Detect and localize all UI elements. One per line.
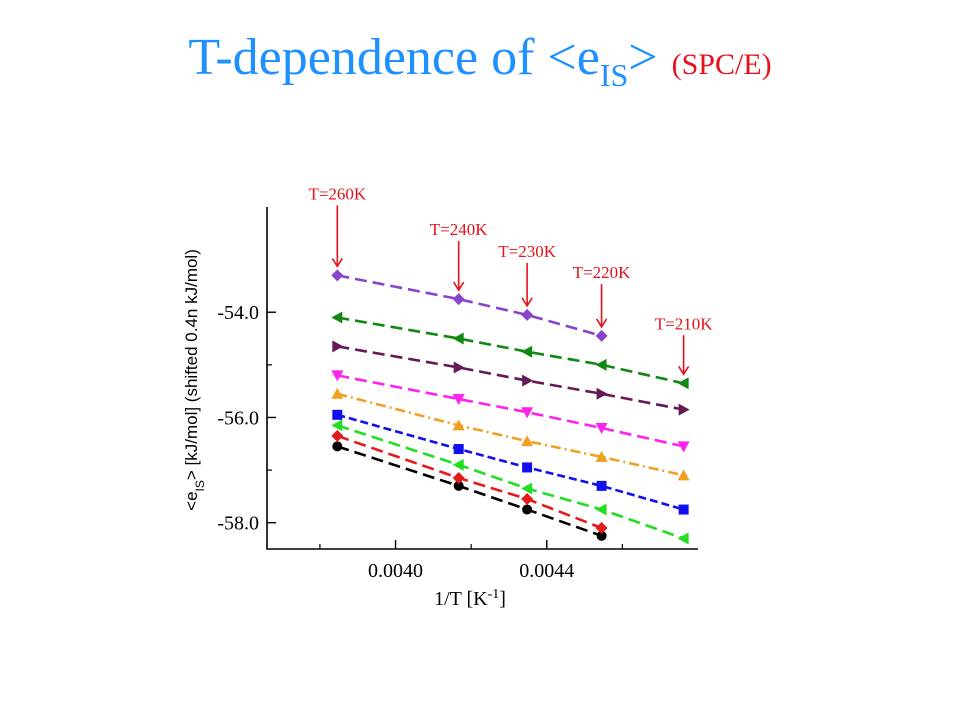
data-point (678, 504, 689, 515)
y-tick-label: -58.0 (217, 513, 259, 535)
slide-title: T-dependence of <eIS> (SPC/E) (0, 28, 960, 94)
series-3 (331, 419, 689, 545)
data-point (522, 504, 533, 515)
data-point (452, 471, 465, 484)
axis-frame (266, 207, 698, 550)
data-point (521, 407, 534, 419)
data-point (522, 462, 533, 473)
annotation-label: T=230K (498, 242, 556, 261)
data-point (453, 361, 465, 374)
data-point (595, 358, 607, 371)
data-point (331, 419, 343, 432)
data-point (677, 441, 690, 453)
annotations: T=260K T=240K T=230K T=220K T=210K (308, 184, 713, 376)
data-point (595, 521, 608, 534)
data-point (595, 422, 608, 434)
annotation-t-220k: T=220K (573, 263, 631, 329)
data-point (452, 419, 465, 431)
series-6 (331, 370, 690, 453)
series-group (331, 269, 690, 545)
series-line (336, 445, 603, 538)
data-point (678, 403, 690, 416)
data-point (596, 530, 607, 541)
data-point (595, 503, 607, 516)
data-point (521, 482, 533, 495)
title-main-text: T-dependence of <e (188, 29, 600, 86)
data-point (331, 311, 343, 324)
annotation-arrow-head (521, 297, 533, 308)
series-line (336, 424, 685, 540)
series-line (337, 345, 684, 411)
data-point (332, 340, 344, 353)
title-main: T-dependence of <eIS> (188, 29, 658, 93)
series-2 (331, 429, 608, 534)
series-line (337, 374, 684, 448)
data-point (521, 435, 534, 447)
annotation-t-210k: T=210K (655, 314, 713, 376)
data-point (595, 450, 608, 462)
annotation-arrow-head (331, 257, 343, 268)
series-1 (332, 441, 607, 541)
annotation-label: T=210K (655, 314, 713, 333)
data-point (521, 308, 534, 321)
x-tick-label: 0.0044 (519, 560, 574, 582)
x-axis-label: 1/T [K-1] (434, 587, 506, 611)
annotation-label: T=260K (308, 184, 366, 203)
series-8 (331, 311, 689, 390)
y-axis-label: <eIS> [kJ/mol] (shifted 0.4n kJ/mol) (182, 249, 207, 511)
data-point (452, 332, 464, 345)
data-point (452, 394, 465, 406)
series-line (337, 316, 684, 385)
title-note: (SPC/E) (671, 48, 772, 81)
y-tick-label: -54.0 (217, 302, 259, 324)
y-tick-label: -56.0 (217, 407, 259, 429)
data-point (521, 345, 533, 358)
series-line (336, 434, 603, 530)
data-point (522, 374, 534, 387)
series-4 (332, 409, 689, 515)
annotation-label: T=240K (430, 220, 488, 239)
title-subscript: IS (599, 57, 629, 93)
data-point (332, 409, 343, 420)
x-tick-label: 0.0040 (368, 560, 423, 582)
data-point (596, 480, 607, 491)
data-point (331, 387, 344, 399)
data-point (453, 480, 464, 491)
annotation-arrow-head (677, 365, 690, 376)
annotation-arrow-head (453, 281, 465, 292)
data-point (331, 429, 344, 442)
axes: -54.0 -56.0 -58.0 0.0040 0.0044 (217, 207, 698, 582)
data-point (677, 469, 690, 481)
data-point (453, 444, 464, 455)
series-7 (332, 340, 690, 416)
title-main-end: > (628, 29, 658, 86)
data-point (596, 387, 608, 400)
annotation-label: T=220K (573, 263, 631, 282)
series-9 (331, 269, 608, 342)
annotation-t-230k: T=230K (498, 242, 557, 308)
data-point (332, 441, 343, 452)
data-point (331, 370, 344, 382)
data-point (452, 458, 464, 471)
data-point (331, 269, 344, 282)
series-line (337, 274, 602, 338)
annotation-arrow-head (595, 318, 608, 329)
data-point (595, 329, 608, 342)
data-point (677, 532, 689, 545)
series-5 (331, 387, 690, 481)
data-point (521, 493, 534, 506)
data-point (677, 377, 689, 390)
annotation-t-240k: T=240K (430, 220, 488, 292)
annotation-t-260k: T=260K (308, 184, 367, 268)
data-point (452, 293, 465, 306)
